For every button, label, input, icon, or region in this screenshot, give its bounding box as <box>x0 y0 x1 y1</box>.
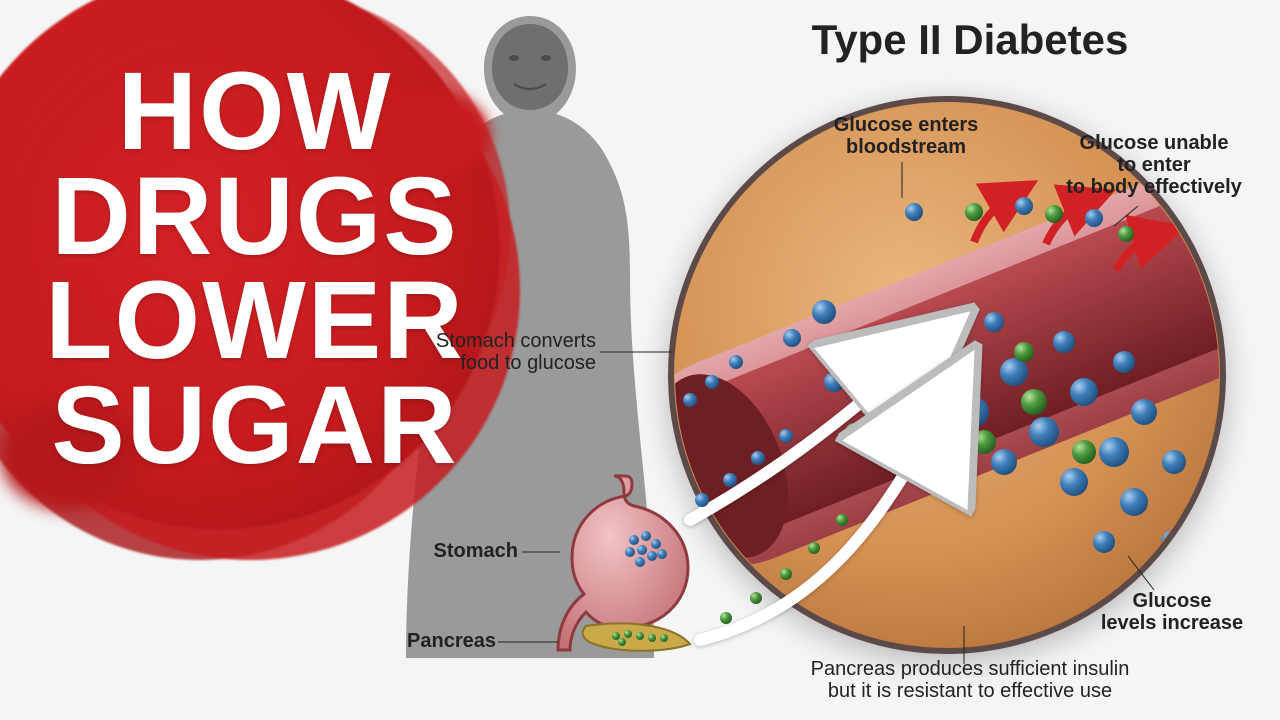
label-pancreas: Pancreas <box>396 630 496 652</box>
label-stomach-converts: Stomach convertsfood to glucose <box>380 330 596 374</box>
label-stomach: Stomach <box>410 540 518 562</box>
label-glucose-levels: Glucoselevels increase <box>1082 590 1262 634</box>
label-pancreas-text: Pancreas produces sufficient insulinbut … <box>720 658 1220 702</box>
label-glucose-unable: Glucose unableto enterto body effectivel… <box>1044 132 1264 198</box>
label-glucose-enters: Glucose entersbloodstream <box>806 114 1006 158</box>
